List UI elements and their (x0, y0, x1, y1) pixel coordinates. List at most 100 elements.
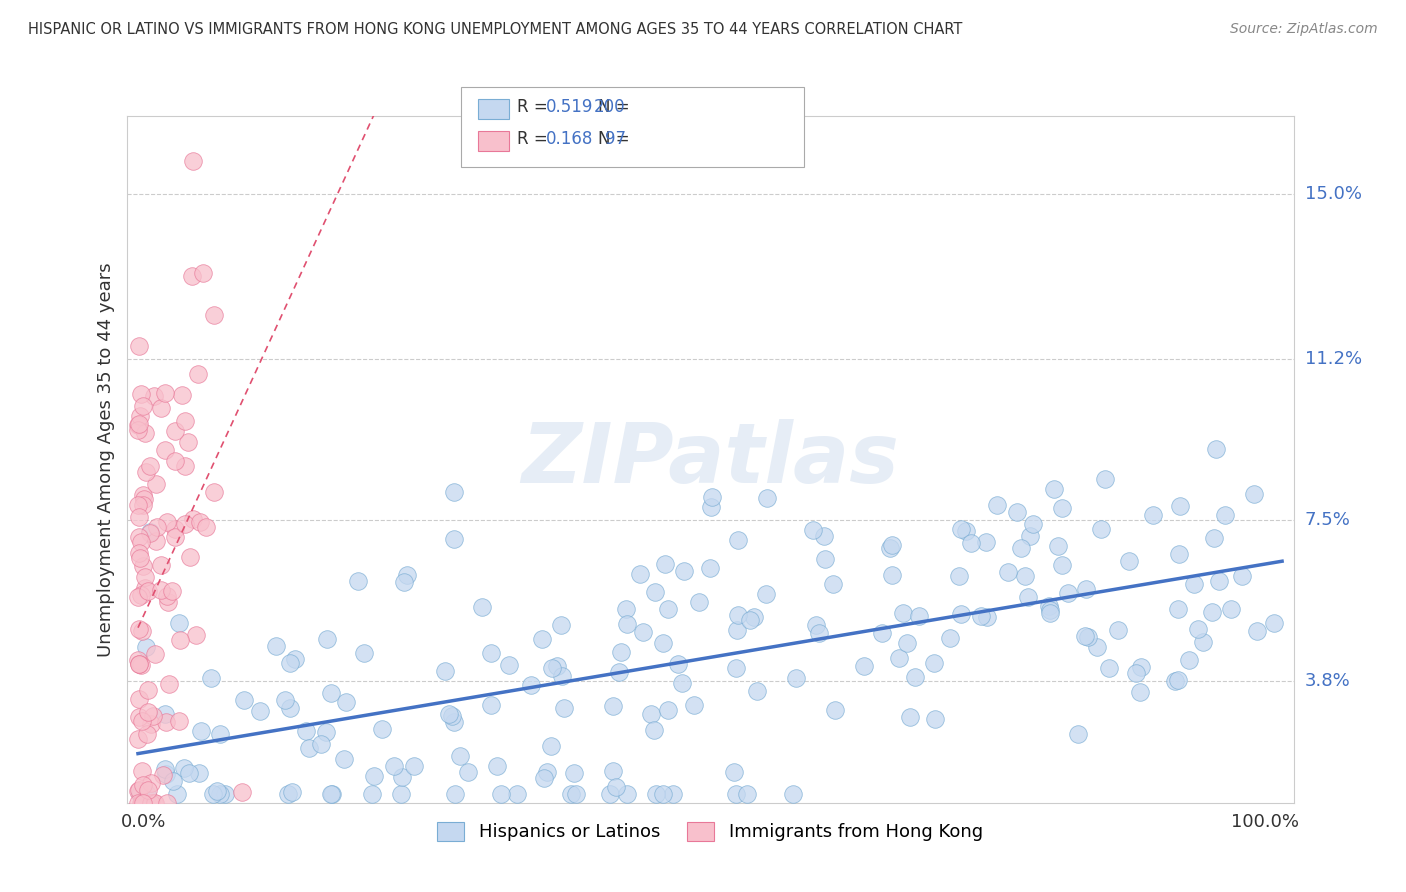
Point (128, 530, 150, 544)
Point (157, 594, 180, 608)
Point (924, 712, 946, 726)
Point (440, 708, 463, 723)
Point (162, 584, 184, 599)
Point (530, 632, 553, 647)
Point (443, 485, 465, 500)
Point (127, 418, 149, 433)
Point (1107, 623, 1129, 637)
Point (127, 423, 149, 437)
Point (155, 714, 177, 729)
Text: 0.0%: 0.0% (121, 814, 166, 831)
Point (391, 770, 413, 784)
Point (162, 774, 184, 789)
Point (1077, 630, 1099, 644)
Point (128, 622, 150, 636)
Point (156, 796, 179, 810)
Point (551, 668, 574, 682)
Point (200, 671, 222, 685)
Point (129, 386, 152, 401)
Point (145, 533, 167, 548)
Point (887, 650, 910, 665)
Point (382, 759, 405, 773)
Point (949, 522, 972, 536)
Point (1039, 606, 1062, 620)
Point (1125, 665, 1147, 680)
Point (190, 723, 212, 738)
Point (673, 564, 696, 578)
Point (170, 388, 193, 402)
Point (938, 632, 960, 646)
Point (134, 491, 156, 506)
Point (893, 606, 915, 620)
Point (1178, 653, 1201, 667)
Point (202, 308, 225, 322)
Point (813, 529, 835, 543)
Point (131, 559, 153, 574)
Point (128, 551, 150, 566)
Point (155, 707, 177, 722)
Point (1167, 548, 1189, 562)
Point (700, 500, 723, 514)
Point (167, 616, 190, 631)
Point (143, 796, 166, 810)
Point (605, 780, 627, 795)
Point (139, 458, 162, 473)
Point (640, 706, 662, 721)
Point (671, 676, 693, 690)
Text: 100.0%: 100.0% (1232, 814, 1299, 831)
Point (128, 409, 150, 423)
Point (131, 714, 153, 728)
Point (131, 498, 153, 512)
Point (129, 535, 152, 549)
Point (316, 632, 339, 646)
Point (136, 787, 159, 801)
Point (128, 657, 150, 672)
Point (1074, 582, 1097, 596)
Point (1204, 531, 1226, 545)
Point (179, 550, 201, 565)
Point (166, 787, 188, 801)
Point (173, 761, 195, 775)
Point (489, 787, 512, 801)
Point (209, 787, 232, 801)
Point (823, 576, 845, 591)
Point (131, 796, 153, 810)
Point (391, 787, 413, 801)
Point (970, 608, 993, 623)
Point (127, 796, 149, 810)
Point (128, 787, 150, 801)
Point (657, 601, 679, 615)
Point (1167, 673, 1189, 687)
Point (666, 657, 689, 671)
Text: 0.519: 0.519 (546, 98, 593, 116)
Point (1192, 635, 1215, 649)
Point (1263, 615, 1285, 630)
Point (128, 339, 150, 353)
Point (628, 567, 651, 582)
Point (880, 538, 903, 552)
Point (392, 574, 415, 589)
Point (1118, 554, 1140, 568)
Point (643, 723, 665, 738)
Point (1022, 516, 1045, 531)
Point (955, 524, 977, 538)
Point (132, 488, 155, 502)
Point (754, 587, 776, 601)
Point (1168, 500, 1191, 514)
Point (1213, 508, 1236, 523)
Point (169, 632, 191, 647)
Point (202, 484, 225, 499)
Point (1142, 508, 1164, 522)
Text: HISPANIC OR LATINO VS IMMIGRANTS FROM HONG KONG UNEMPLOYMENT AMONG AGES 35 TO 44: HISPANIC OR LATINO VS IMMIGRANTS FROM HO… (28, 22, 963, 37)
Point (163, 424, 186, 438)
Point (187, 765, 209, 780)
Point (1243, 486, 1265, 500)
Point (610, 645, 633, 659)
Point (645, 787, 668, 801)
Point (723, 765, 745, 780)
Point (898, 710, 921, 724)
Point (131, 624, 153, 638)
Point (277, 787, 299, 801)
Point (814, 552, 837, 566)
Point (986, 498, 1008, 512)
